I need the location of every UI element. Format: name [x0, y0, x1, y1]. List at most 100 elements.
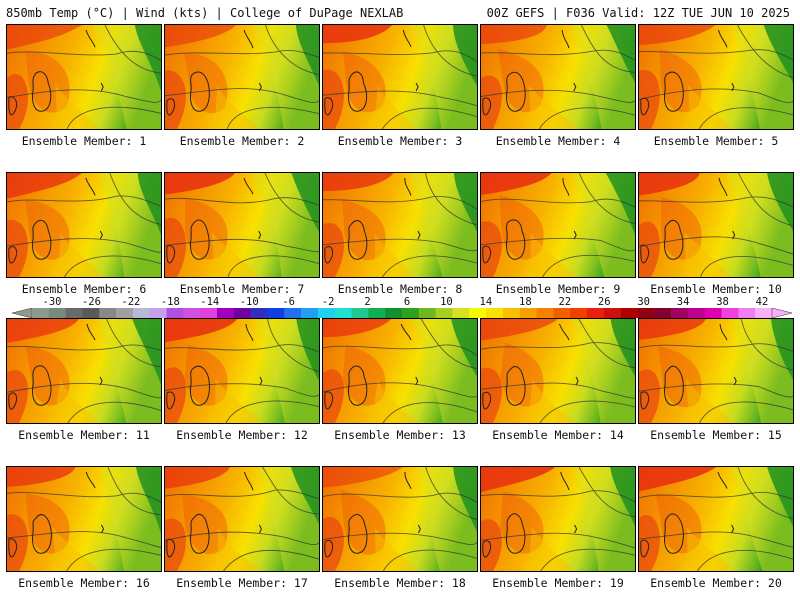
colorbar-arrow-right — [771, 308, 792, 318]
colorbar-cell — [704, 308, 722, 318]
ensemble-member-label: Ensemble Member: 3 — [337, 134, 463, 148]
ensemble-member-panel: Ensemble Member: 17 — [164, 466, 320, 590]
colorbar-tick-label: 14 — [479, 296, 493, 308]
ensemble-member-panel: Ensemble Member: 16 — [6, 466, 162, 590]
temperature-map — [480, 24, 636, 130]
ensemble-member-label: Ensemble Member: 7 — [179, 282, 305, 296]
ensemble-member-panel: Ensemble Member: 2 — [164, 24, 320, 148]
colorbar-cell — [469, 308, 487, 318]
ensemble-member-panel: Ensemble Member: 15 — [638, 318, 794, 442]
temperature-map — [164, 172, 320, 278]
colorbar-cell — [587, 308, 605, 318]
ensemble-member-panel: Ensemble Member: 13 — [322, 318, 478, 442]
colorbar-cell — [217, 308, 235, 318]
temperature-map — [322, 318, 478, 424]
colorbar-cell — [755, 308, 773, 318]
colorbar-tick-label: 34 — [676, 296, 690, 308]
colorbar-cell — [166, 308, 184, 318]
temperature-map — [638, 318, 794, 424]
temperature-map — [164, 318, 320, 424]
colorbar-tick-label: -30 — [42, 296, 62, 308]
ensemble-member-panel: Ensemble Member: 19 — [480, 466, 636, 590]
colorbar-tick-label: -2 — [321, 296, 335, 308]
colorbar-cell — [233, 308, 251, 318]
colorbar-cell — [385, 308, 403, 318]
colorbar-cell — [149, 308, 167, 318]
colorbar-cell — [402, 308, 420, 318]
colorbar-cell — [570, 308, 588, 318]
colorbar-cell — [368, 308, 386, 318]
colorbar-tick-label: 18 — [519, 296, 532, 308]
colorbar-cell — [132, 308, 151, 318]
ensemble-member-label: Ensemble Member: 6 — [21, 282, 147, 296]
colorbar-tick-label: -10 — [239, 296, 259, 308]
colorbar-cell — [486, 308, 504, 318]
ensemble-member-label: Ensemble Member: 4 — [495, 134, 621, 148]
ensemble-member-label: Ensemble Member: 12 — [176, 428, 308, 442]
colorbar-cell — [317, 308, 336, 318]
colorbar-cell — [687, 308, 706, 318]
colorbar-cell — [334, 308, 352, 318]
colorbar-cell — [654, 308, 672, 318]
ensemble-member-label: Ensemble Member: 9 — [495, 282, 621, 296]
ensemble-member-panel: Ensemble Member: 14 — [480, 318, 636, 442]
colorbar-cell — [452, 308, 470, 318]
colorbar-cell — [637, 308, 655, 318]
model-valid-time: 00Z GEFS | F036 Valid: 12Z TUE JUN 10 20… — [486, 6, 790, 20]
ensemble-member-label: Ensemble Member: 10 — [650, 282, 782, 296]
ensemble-member-panel: Ensemble Member: 3 — [322, 24, 478, 148]
colorbar-cell — [183, 308, 201, 318]
temperature-map — [6, 466, 162, 572]
ensemble-member-label: Ensemble Member: 14 — [492, 428, 624, 442]
colorbar-cell — [435, 308, 453, 318]
temperature-map — [322, 466, 478, 572]
ensemble-member-panel: Ensemble Member: 20 — [638, 466, 794, 590]
colorbar-cell — [671, 308, 689, 318]
ensemble-member-label: Ensemble Member: 1 — [21, 134, 147, 148]
ensemble-member-panel: Ensemble Member: 9 — [480, 172, 636, 296]
colorbar-tick-label: -18 — [160, 296, 180, 308]
temperature-map — [638, 466, 794, 572]
colorbar-tick-label: 2 — [364, 296, 371, 308]
colorbar-tick-label: 30 — [637, 296, 650, 308]
colorbar-cell — [250, 308, 268, 318]
colorbar-cell — [82, 308, 100, 318]
ensemble-member-panel: Ensemble Member: 4 — [480, 24, 636, 148]
temperature-map — [480, 172, 636, 278]
temperature-map — [164, 24, 320, 130]
ensemble-member-label: Ensemble Member: 8 — [337, 282, 463, 296]
colorbar-cell — [65, 308, 83, 318]
temperature-map — [638, 24, 794, 130]
ensemble-member-label: Ensemble Member: 17 — [176, 576, 308, 590]
map-title: 850mb Temp (°C) | Wind (kts) | College o… — [6, 6, 404, 20]
temperature-colorbar: -30 -26 -22 -18 -14 -10 -6 -2 2 6 10 14 18 22 26 30 34 38… — [12, 296, 792, 320]
colorbar-cell — [99, 308, 117, 318]
temperature-map — [164, 466, 320, 572]
colorbar-tick-label: 10 — [440, 296, 453, 308]
ensemble-member-label: Ensemble Member: 13 — [334, 428, 466, 442]
colorbar-cell — [116, 308, 134, 318]
ensemble-member-label: Ensemble Member: 15 — [650, 428, 782, 442]
colorbar-cell — [284, 308, 302, 318]
colorbar-cell — [32, 308, 50, 318]
ensemble-member-panel: Ensemble Member: 10 — [638, 172, 794, 296]
colorbar-cell — [603, 308, 621, 318]
colorbar-arrow-left — [12, 308, 33, 318]
ensemble-member-label: Ensemble Member: 18 — [334, 576, 466, 590]
colorbar-cell — [301, 308, 319, 318]
ensemble-member-panel: Ensemble Member: 6 — [6, 172, 162, 296]
colorbar-cell — [351, 308, 369, 318]
colorbar-tick-label: 26 — [597, 296, 611, 308]
colorbar-cell — [418, 308, 436, 318]
temperature-map — [322, 172, 478, 278]
temperature-map — [6, 318, 162, 424]
colorbar-cell — [502, 308, 521, 318]
colorbar-cell — [200, 308, 218, 318]
colorbar-cell — [620, 308, 638, 318]
ensemble-member-panel: Ensemble Member: 18 — [322, 466, 478, 590]
colorbar-tick-label: -26 — [81, 296, 101, 308]
colorbar-cell — [536, 308, 554, 318]
ensemble-member-panel: Ensemble Member: 7 — [164, 172, 320, 296]
ensemble-member-panel: Ensemble Member: 8 — [322, 172, 478, 296]
temperature-map — [6, 172, 162, 278]
